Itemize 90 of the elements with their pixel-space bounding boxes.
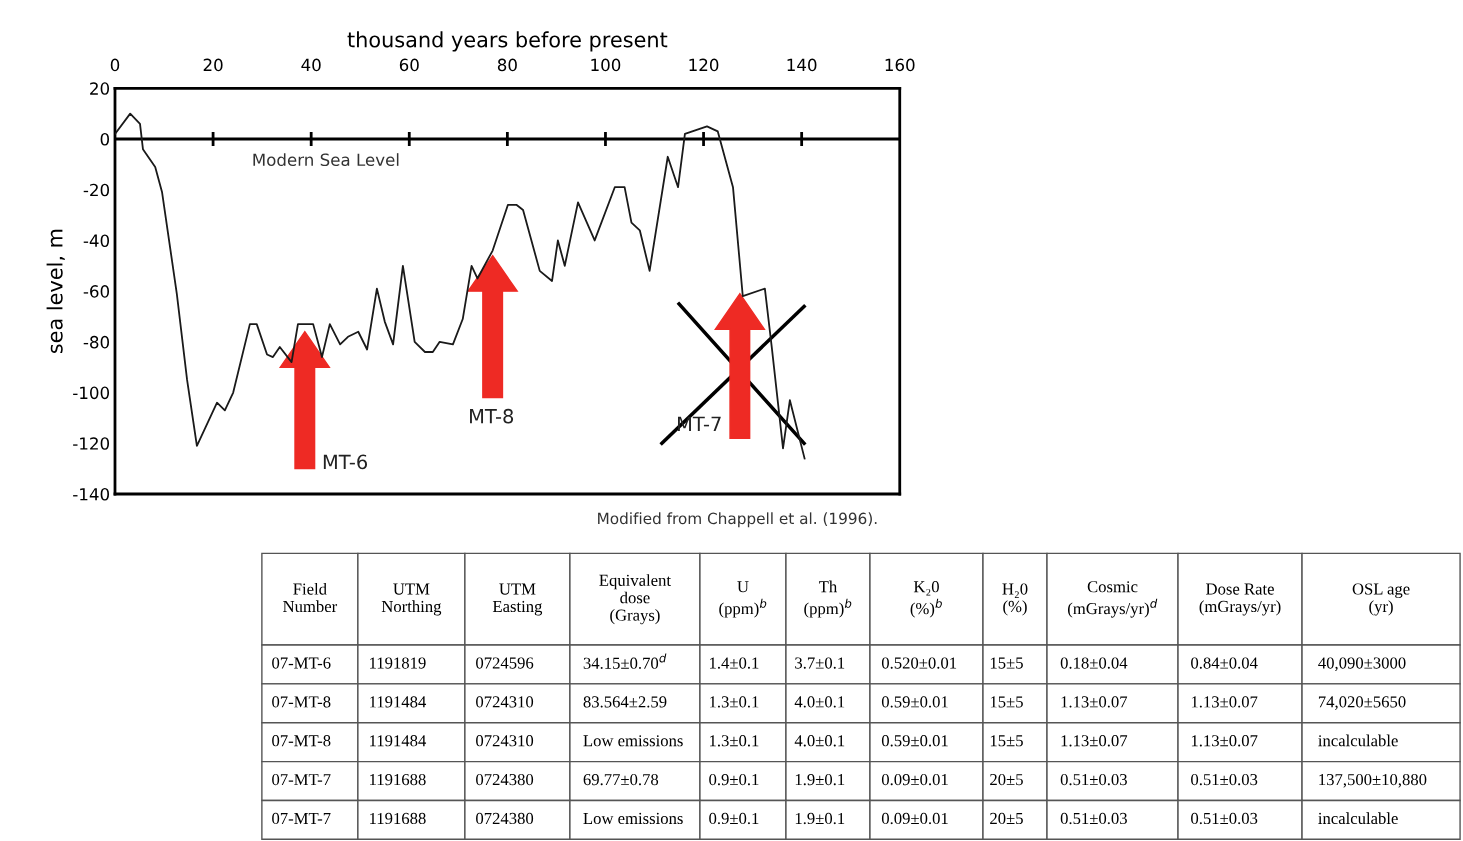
y-tick-label: -80 xyxy=(83,335,110,349)
annotation: MT-6 xyxy=(323,454,368,470)
text: 20±5 xyxy=(990,773,1023,786)
text: 0.51±0.03 xyxy=(1060,812,1127,825)
text: 40,090±3000 xyxy=(1318,657,1406,672)
text: 0724310 xyxy=(476,696,534,708)
text: K₂0 (%)$^{b}$ xyxy=(910,581,942,618)
text: 0.59±0.01 xyxy=(881,696,948,708)
text: 1191819 xyxy=(370,657,426,669)
text: 1.4±0.1 xyxy=(710,657,759,669)
text: 1191484 xyxy=(370,696,427,708)
text: 0.51±0.03 xyxy=(1060,773,1127,786)
text: 0.51±0.03 xyxy=(1191,773,1258,786)
text: 3.7±0.1 xyxy=(795,657,845,669)
text: 1191484 xyxy=(370,735,427,747)
y-tick-label: -100 xyxy=(73,386,110,400)
annotation: Modern Sea Level xyxy=(253,153,399,167)
text: UTM Easting xyxy=(492,583,543,616)
text: incalculable xyxy=(1318,734,1398,747)
text: 0.09±0.01 xyxy=(881,812,948,825)
text: 0724380 xyxy=(476,773,534,786)
text: 1.3±0.1 xyxy=(710,735,759,747)
x-tick-label: 160 xyxy=(885,58,915,72)
text: 1.9±0.1 xyxy=(795,773,845,786)
text: UTM Northing xyxy=(381,583,442,616)
y-tick-label: -60 xyxy=(83,285,110,298)
text: 20±5 xyxy=(990,812,1023,825)
y-tick-label: 0 xyxy=(100,132,110,146)
text: 0724596 xyxy=(476,657,534,669)
x-axis-title: thousand years before present xyxy=(347,31,668,52)
text: 1.13±0.07 xyxy=(1191,735,1258,747)
text: 137,500±10,880 xyxy=(1319,773,1427,788)
text: incalculable xyxy=(1318,812,1398,825)
text: 1.13±0.07 xyxy=(1061,696,1128,708)
text: OSL age (yr) xyxy=(1352,583,1410,616)
text: 0.59±0.01 xyxy=(881,735,948,747)
text: 0.18±0.04 xyxy=(1060,657,1128,669)
text: 15±5 xyxy=(990,735,1023,747)
text: Equivalent dose (Grays) xyxy=(599,574,671,625)
text: 0.9±0.1 xyxy=(709,773,759,786)
text: 07-MT-8 xyxy=(272,696,331,708)
text: 69.77±0.78 xyxy=(583,773,659,786)
text: 0.84±0.04 xyxy=(1191,657,1258,669)
y-tick-label: 20 xyxy=(90,82,110,95)
text: 07-MT-7 xyxy=(272,773,331,786)
annotation: MT-8 xyxy=(470,408,514,424)
text: Cosmic (mGrays/yr)$^{d}$ xyxy=(1068,581,1158,618)
text: 1.13±0.07 xyxy=(1191,696,1258,708)
text: 4.0±0.1 xyxy=(794,696,845,708)
x-tick-label: 120 xyxy=(689,58,719,72)
text: 15±5 xyxy=(990,696,1023,708)
y-tick-label: -40 xyxy=(83,234,110,248)
text: 0.520±0.01 xyxy=(881,657,957,669)
text: Th (ppm)$^{b}$ xyxy=(804,580,852,618)
text: 07-MT-7 xyxy=(272,812,331,825)
text: 0.51±0.03 xyxy=(1191,812,1258,825)
text: 34.15±0.70$^{d}$ xyxy=(583,653,667,669)
text: U (ppm)$^{b}$ xyxy=(719,581,767,618)
text: 1.3±0.1 xyxy=(710,696,759,708)
y-tick-label: -140 xyxy=(73,487,110,501)
text: 07-MT-8 xyxy=(272,735,331,747)
x-tick-label: 80 xyxy=(497,58,517,72)
text: 0.09±0.01 xyxy=(881,773,948,786)
text: 1.13±0.07 xyxy=(1061,735,1128,747)
x-tick-label: 140 xyxy=(787,58,817,72)
text: H₂0 (%) xyxy=(1002,583,1028,616)
text: 15±5 xyxy=(990,657,1023,669)
text: 83.564±2.59 xyxy=(583,696,667,708)
text: Modified from Chappell et al. (1996). xyxy=(598,512,877,528)
text: 74,020±5650 xyxy=(1318,696,1406,710)
x-tick-label: 60 xyxy=(399,58,419,72)
text: 1.9±0.1 xyxy=(795,812,845,825)
text: 1191688 xyxy=(370,812,426,825)
text: 0724380 xyxy=(476,812,534,825)
y-axis-title: sea level, m xyxy=(46,229,65,354)
text: 0.9±0.1 xyxy=(709,812,759,825)
text: 4.0±0.1 xyxy=(794,735,845,747)
text: Dose Rate (mGrays/yr) xyxy=(1199,583,1281,616)
y-tick-label: -120 xyxy=(73,437,110,450)
x-tick-label: 20 xyxy=(203,58,223,72)
text: Low emissions xyxy=(583,735,683,747)
text: Low emissions xyxy=(583,812,683,825)
text: 1191688 xyxy=(370,773,426,786)
text: Field Number xyxy=(283,582,338,613)
y-tick-label: -20 xyxy=(83,183,110,197)
text: 07-MT-6 xyxy=(272,657,331,669)
x-tick-label: 100 xyxy=(591,58,621,72)
text: 0724310 xyxy=(476,735,534,747)
x-tick-label: 40 xyxy=(301,58,321,72)
x-tick-label: 0 xyxy=(110,58,120,72)
